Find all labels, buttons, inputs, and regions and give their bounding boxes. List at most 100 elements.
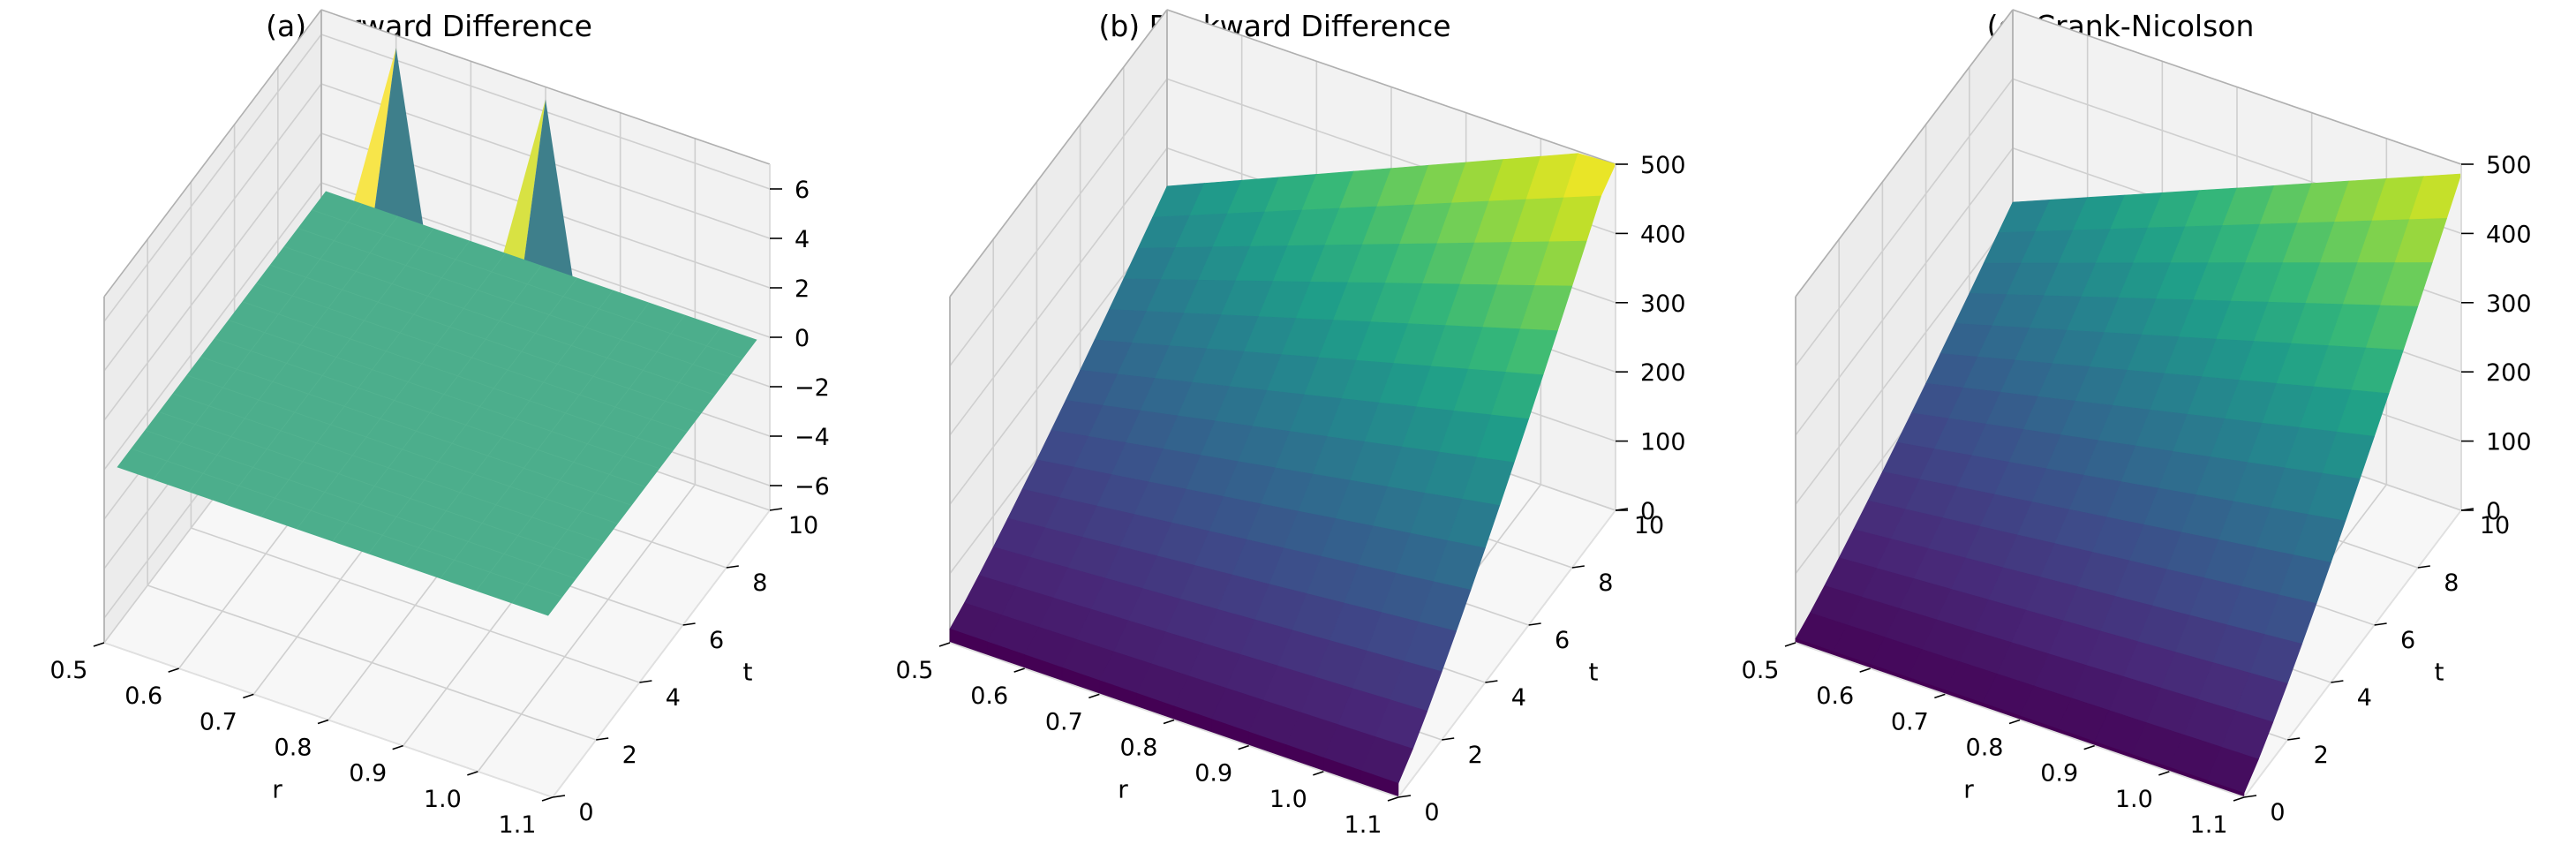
x-tick <box>93 642 105 647</box>
mesh-line <box>145 430 576 579</box>
surface <box>1795 173 2462 798</box>
x-ticks: 0.5 0.6 0.7 0.8 0.9 1.0 1.1 <box>1742 642 2245 839</box>
x-tick <box>1387 796 1399 802</box>
y-tick <box>726 565 739 569</box>
pane-edge <box>2012 9 2462 165</box>
x-tick-label: 0.5 <box>50 657 88 684</box>
x-ticks: 0.5 0.6 0.7 0.8 0.9 1.0 1.1 <box>50 642 554 839</box>
x-tick <box>1934 693 1946 699</box>
z-tick-label: 0 <box>1640 498 1655 525</box>
surface-mesh <box>131 203 743 604</box>
y-tick-label: 6 <box>2400 627 2415 654</box>
plot-area: 0.5 0.6 0.7 0.8 0.9 1.0 1.1 r 0 2 4 6 8 10 t 0 100 200 300… <box>1742 9 2532 839</box>
x-tick <box>2233 796 2245 802</box>
x-tick <box>541 796 554 802</box>
y-tick-label: 0 <box>2270 799 2285 826</box>
z-tick-label: 200 <box>1640 359 1686 387</box>
x-tick <box>1013 667 1025 673</box>
z-tick-label: 0 <box>795 325 810 352</box>
x-tick-label: 0.8 <box>1120 735 1158 762</box>
y-tick <box>1442 737 1455 741</box>
pane-edge <box>320 9 771 165</box>
mesh-line <box>511 327 721 604</box>
x-tick <box>1238 744 1249 750</box>
plot-area: 0.5 0.6 0.7 0.8 0.9 1.0 1.1 r 0 2 4 6 8 10 t −6 −4 −2 0 2 4 6… <box>50 9 830 839</box>
grid-line <box>103 34 322 322</box>
x-tick-label: 0.9 <box>2040 760 2078 788</box>
x-axis-label: r <box>1963 775 1974 804</box>
surface <box>949 153 1616 798</box>
y-tick-label: 0 <box>578 799 593 826</box>
z-tick-label: 500 <box>2486 152 2532 179</box>
surface <box>117 48 757 616</box>
x-tick-label: 0.9 <box>349 760 387 788</box>
mesh-line <box>332 265 542 542</box>
z-tick-label: 300 <box>2486 290 2532 318</box>
y-tick-label: 8 <box>752 569 767 597</box>
plot-area: 0.5 0.6 0.7 0.8 0.9 1.0 1.1 r 0 2 4 6 8 10 t 0 100 200 300… <box>896 9 1686 839</box>
mesh-line <box>159 411 591 561</box>
y-tick-label: 6 <box>709 627 724 654</box>
x-tick <box>2083 744 2095 750</box>
mesh-line <box>189 215 398 493</box>
pane-edge <box>1795 9 2014 298</box>
z-tick-label: 6 <box>795 177 810 204</box>
y-axis-line <box>552 509 771 798</box>
mesh-line <box>242 301 674 451</box>
y-tick-label: 0 <box>1424 799 1439 826</box>
spike-face <box>519 99 573 295</box>
mesh-line <box>186 374 618 524</box>
x-tick-label: 0.7 <box>200 708 237 735</box>
y-tick-label: 10 <box>2480 512 2510 539</box>
mesh-line <box>440 302 650 579</box>
pane-edge <box>103 9 322 298</box>
mesh-line <box>312 209 743 359</box>
z-ticks: −6 −4 −2 0 2 4 6 <box>770 177 830 501</box>
grid-line <box>1795 147 2014 436</box>
mesh-line <box>215 338 646 487</box>
mesh-line <box>476 314 685 592</box>
z-tick-label: 200 <box>2486 359 2532 387</box>
x-tick <box>392 744 403 750</box>
z-tick-label: 300 <box>1640 290 1686 318</box>
z-tick-label: 4 <box>795 226 810 253</box>
grid-line <box>103 83 322 372</box>
mesh-line <box>298 228 729 377</box>
grid-line <box>1795 216 2014 505</box>
z-tick-label: −4 <box>795 424 830 451</box>
mesh-line <box>200 356 632 506</box>
z-tick-label: 400 <box>2486 221 2532 248</box>
x-tick-label: 0.5 <box>1742 657 1780 684</box>
y-axis-label: t <box>2435 658 2444 687</box>
mesh-line <box>131 448 562 598</box>
z-tick-label: −2 <box>795 374 830 402</box>
y-tick-label: 10 <box>788 512 818 539</box>
grid-line <box>103 132 322 421</box>
x-tick-label: 0.8 <box>1966 735 2004 762</box>
grid-line <box>477 484 696 773</box>
y-tick <box>682 622 696 626</box>
x-ticks: 0.5 0.6 0.7 0.8 0.9 1.0 1.1 <box>896 642 1399 839</box>
grid-line <box>949 78 1168 366</box>
z-tick-label: −6 <box>795 473 830 501</box>
pane-edge <box>949 9 1168 298</box>
y-tick-label: 6 <box>1555 627 1570 654</box>
x-tick-label: 0.7 <box>1045 708 1083 735</box>
mesh-line <box>224 228 434 505</box>
grid-line <box>949 147 1168 436</box>
z-ticks: 0 100 200 300 400 500 <box>1616 152 1686 525</box>
x-tick-label: 1.1 <box>499 811 537 839</box>
subplot-2: (b) Backward Difference 0.5 0.6 0.7 0.8 0.9 1.… <box>846 0 1704 867</box>
spike-face <box>349 48 396 244</box>
spike-face <box>499 99 546 295</box>
x-tick-label: 1.0 <box>424 786 462 813</box>
y-ticks: 0 2 4 6 8 10 <box>1397 508 1664 826</box>
x-axis-label: r <box>272 775 282 804</box>
y-axis-line <box>1397 509 1616 798</box>
y-tick <box>2374 622 2387 626</box>
y-tick <box>769 508 783 511</box>
y-tick-label: 4 <box>666 684 681 712</box>
x-tick-label: 0.5 <box>896 657 934 684</box>
z-tick-label: 100 <box>2486 429 2532 456</box>
